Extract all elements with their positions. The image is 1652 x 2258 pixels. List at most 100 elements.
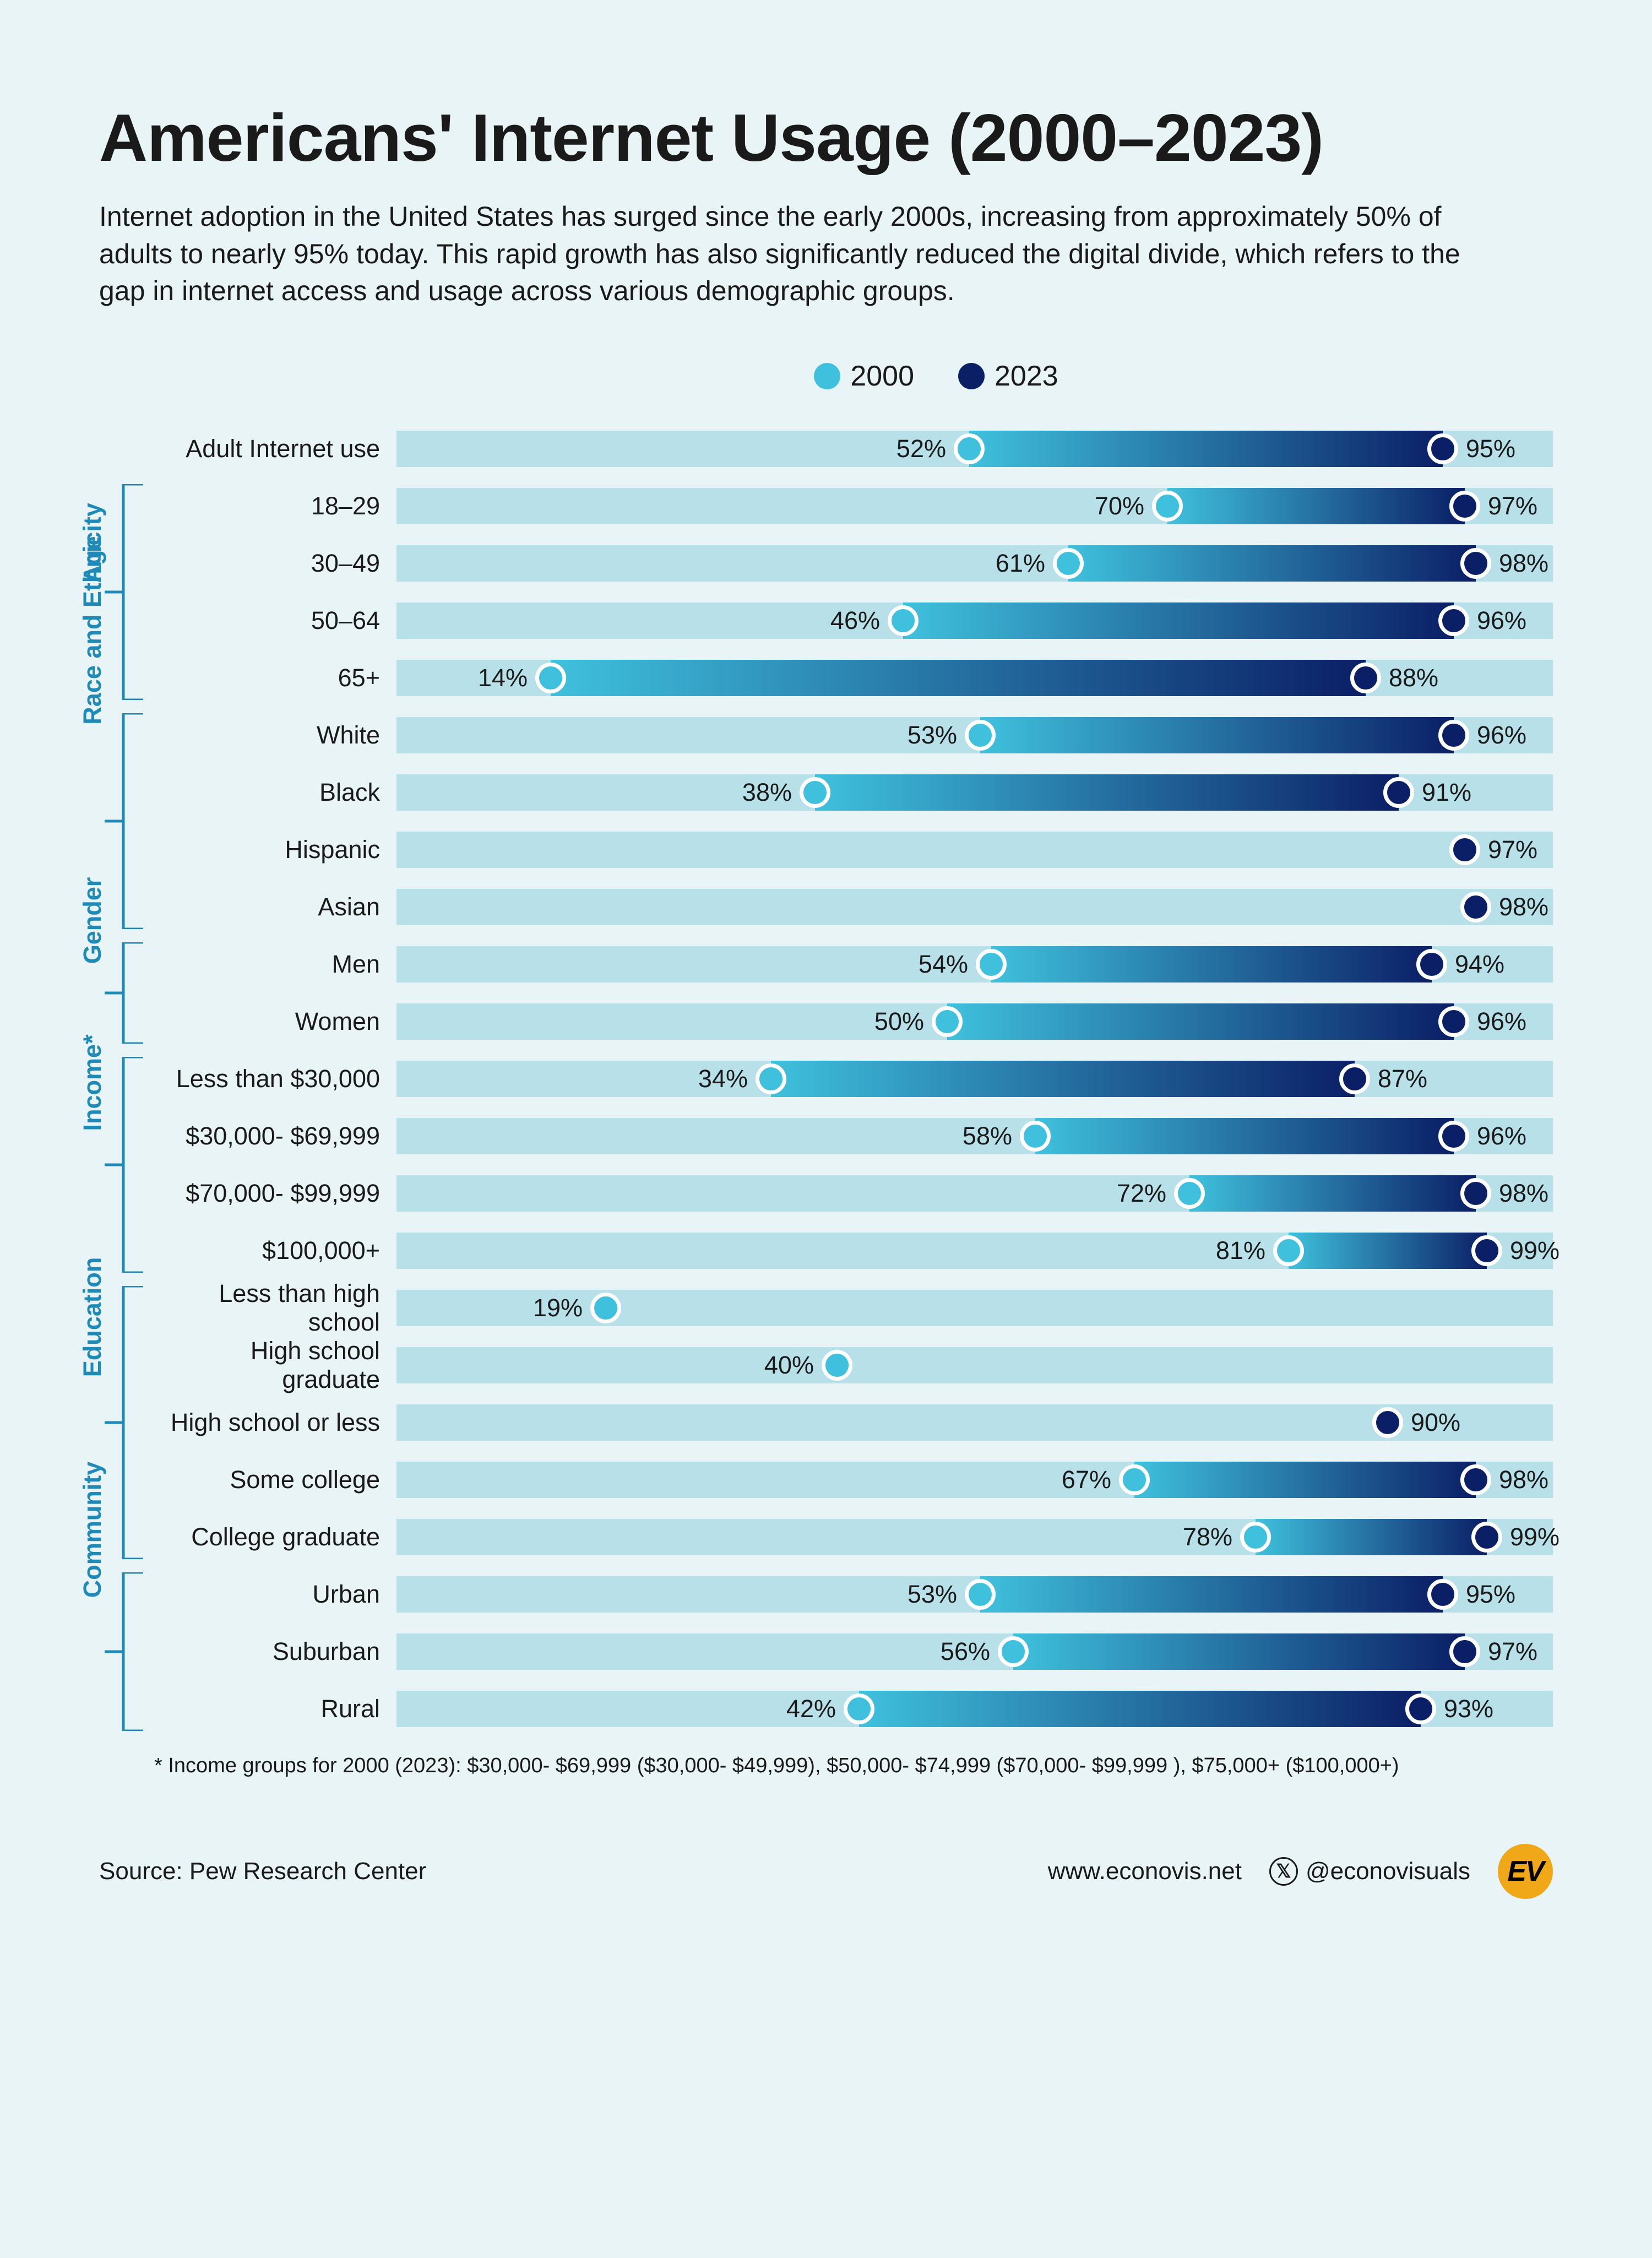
row-label: Suburban <box>154 1637 396 1666</box>
group-label: Gender <box>78 877 107 964</box>
value-label-2000: 38% <box>742 778 792 807</box>
dot-2000 <box>965 1579 996 1610</box>
group-label: Community <box>78 1461 107 1598</box>
chart-row: 65+14%88% <box>154 649 1553 707</box>
bar-area: 90% <box>396 1404 1553 1441</box>
bar-area: 53%96% <box>396 717 1553 753</box>
chart-row: 30–4961%98% <box>154 535 1553 592</box>
value-label-2000: 50% <box>874 1007 924 1036</box>
row-label: Some college <box>154 1465 396 1494</box>
row-label: College graduate <box>154 1523 396 1551</box>
row-label: Women <box>154 1007 396 1036</box>
bar-area: 81%99% <box>396 1233 1553 1269</box>
value-label-2000: 70% <box>1095 492 1144 520</box>
source-text: Source: Pew Research Center <box>99 1858 426 1885</box>
value-label-2023: 99% <box>1510 1523 1559 1551</box>
chart-row: College graduate78%99% <box>154 1508 1553 1566</box>
bar-area: 38% 91% <box>396 774 1553 811</box>
value-label-2000: 81% <box>1216 1236 1265 1265</box>
group-label: Income* <box>78 1034 107 1131</box>
bar-area: 46%96% <box>396 603 1553 639</box>
bar-background <box>396 889 1553 925</box>
dot-2023 <box>1438 720 1469 751</box>
value-label-2023: 97% <box>1488 1637 1537 1666</box>
connector-segment <box>551 660 1366 696</box>
connector-segment <box>903 603 1454 639</box>
dot-2000 <box>1053 548 1084 579</box>
row-label: Black <box>154 778 396 807</box>
connector-segment <box>859 1691 1421 1727</box>
dot-2023 <box>1427 433 1458 464</box>
bar-background <box>396 832 1553 868</box>
connector-segment <box>1013 1633 1465 1670</box>
chart-row: Urban53%95% <box>154 1566 1553 1623</box>
bar-area: 50%96% <box>396 1003 1553 1040</box>
row-label: Asian <box>154 893 396 921</box>
chart-row: White53%96% <box>154 707 1553 764</box>
value-label-2023: 97% <box>1488 835 1537 864</box>
chart-row: Hispanic97% <box>154 821 1553 878</box>
bar-area: 67%98% <box>396 1462 1553 1498</box>
value-label-2023: 99% <box>1510 1236 1559 1265</box>
value-label-2000: 78% <box>1183 1523 1232 1551</box>
chart-row: Rural42%93% <box>154 1680 1553 1738</box>
page-title: Americans' Internet Usage (2000–2023) <box>99 99 1553 176</box>
brand-logo: EV <box>1498 1844 1553 1899</box>
dot-2000 <box>976 949 1007 980</box>
row-label: Adult Internet use <box>154 435 396 463</box>
bar-area: 34% 87% <box>396 1061 1553 1097</box>
dot-2023 <box>1405 1694 1436 1724</box>
chart-row: Adult Internet use 52% 95% <box>154 420 1553 477</box>
bar-area: 97% <box>396 832 1553 868</box>
value-label-2000: 53% <box>907 1580 957 1609</box>
row-label: 50–64 <box>154 606 396 635</box>
value-label-2023: 98% <box>1499 1465 1548 1494</box>
value-label-2023: 93% <box>1444 1695 1493 1723</box>
value-label-2023: 95% <box>1466 435 1515 463</box>
dot-2000 <box>822 1350 852 1381</box>
bar-area: 78%99% <box>396 1519 1553 1555</box>
connector-segment <box>1167 488 1465 524</box>
dot-2000 <box>844 1694 874 1724</box>
value-label-2000: 34% <box>698 1065 748 1093</box>
dot-2023 <box>1339 1063 1370 1094</box>
subtitle: Internet adoption in the United States h… <box>99 198 1476 310</box>
bar-area: 14%88% <box>396 660 1553 696</box>
row-label: 30–49 <box>154 549 396 578</box>
legend-dot-2000 <box>814 363 840 389</box>
value-label-2023: 96% <box>1477 1122 1526 1150</box>
dot-2023 <box>1460 548 1491 579</box>
dot-2023 <box>1427 1579 1458 1610</box>
chart-row: $100,000+81%99% <box>154 1222 1553 1279</box>
row-label: Men <box>154 950 396 979</box>
connector-segment <box>1189 1175 1476 1212</box>
dot-2023 <box>1350 663 1381 693</box>
value-label-2023: 91% <box>1422 778 1471 807</box>
value-label-2023: 87% <box>1378 1065 1427 1093</box>
value-label-2000: 52% <box>896 435 946 463</box>
dot-2000 <box>590 1293 621 1323</box>
row-label: $30,000- $69,999 <box>154 1122 396 1150</box>
value-label-2000: 56% <box>941 1637 990 1666</box>
dot-2000 <box>800 777 830 808</box>
group-label: Race and Ethnicity <box>78 503 107 725</box>
connector-segment <box>969 431 1443 467</box>
bar-area: 56% 97% <box>396 1633 1553 1670</box>
chart-row: $70,000- $99,99972%98% <box>154 1165 1553 1222</box>
value-label-2000: 53% <box>907 721 957 750</box>
chart-row: Men54%94% <box>154 936 1553 993</box>
social-handle: @econovisuals <box>1306 1858 1470 1885</box>
dot-2023 <box>1438 1121 1469 1152</box>
value-label-2000: 54% <box>919 950 968 979</box>
value-label-2023: 95% <box>1466 1580 1515 1609</box>
bar-area: 61%98% <box>396 545 1553 582</box>
site-link: www.econovis.net <box>1048 1858 1242 1885</box>
legend: 2000 2023 <box>99 360 1553 393</box>
row-label: 65+ <box>154 664 396 692</box>
connector-segment <box>1289 1233 1487 1269</box>
connector-segment <box>1256 1519 1487 1555</box>
value-label-2000: 42% <box>786 1695 836 1723</box>
bar-area: 72%98% <box>396 1175 1553 1212</box>
chart-row: Less than high school19% <box>154 1279 1553 1337</box>
row-label: $70,000- $99,999 <box>154 1179 396 1208</box>
